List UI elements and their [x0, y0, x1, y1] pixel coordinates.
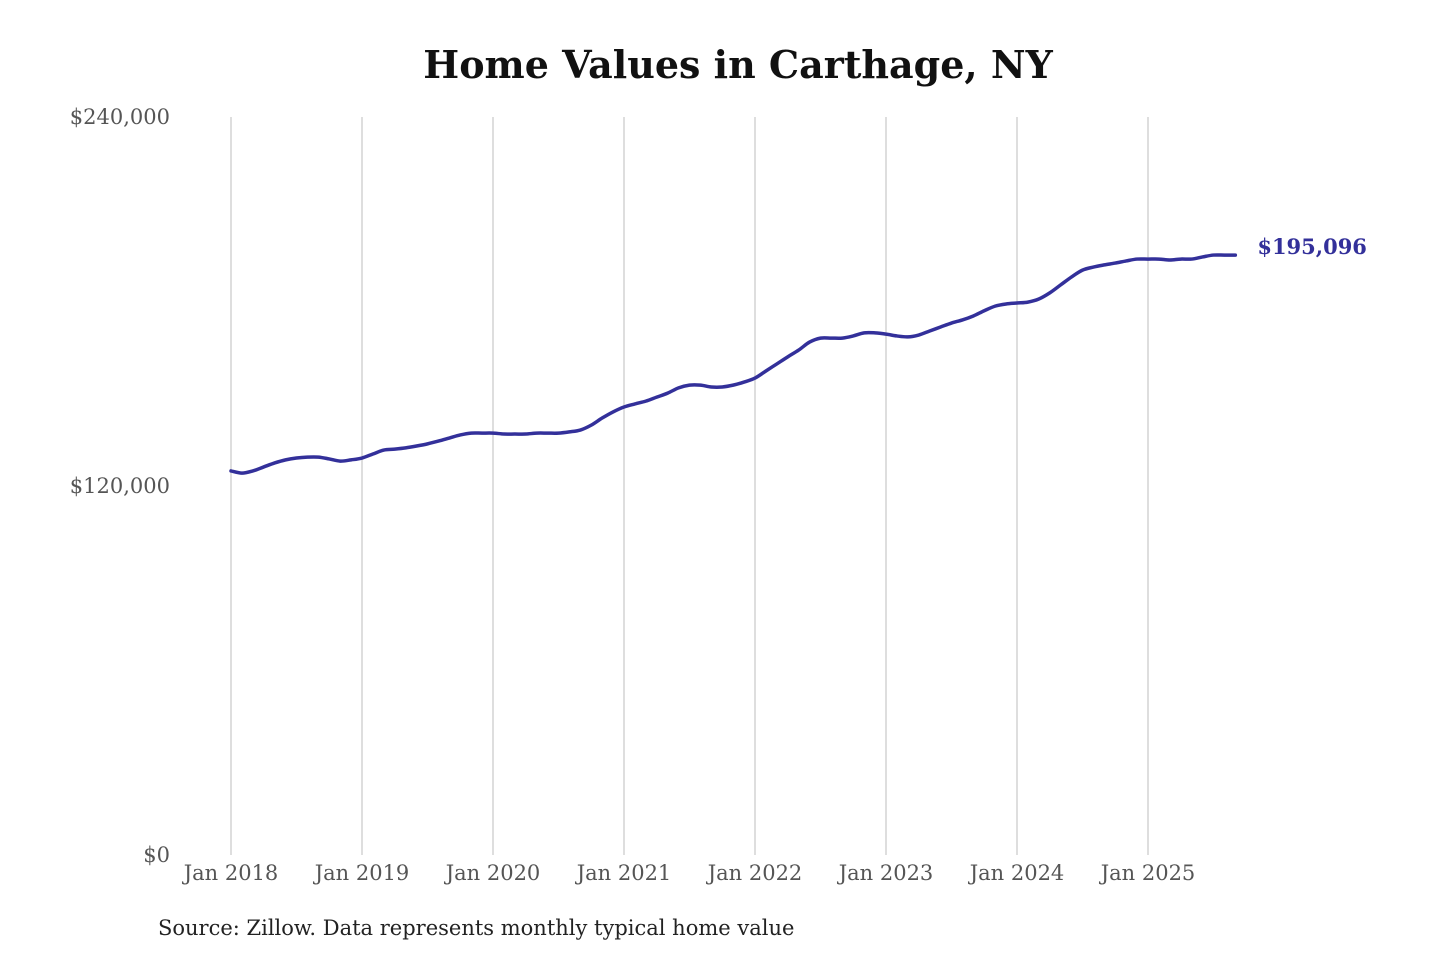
x-tick-label: Jan 2019 — [313, 861, 410, 885]
x-tick-label: Jan 2020 — [444, 861, 541, 885]
x-tick-label: Jan 2021 — [575, 861, 672, 885]
chart-title: Home Values in Carthage, NY — [423, 42, 1053, 87]
x-tick-label: Jan 2025 — [1099, 861, 1196, 885]
end-value-label: $195,096 — [1257, 234, 1367, 259]
y-tick-label: $240,000 — [70, 105, 170, 129]
y-tick-label: $0 — [143, 843, 170, 867]
series-line — [229, 253, 1238, 475]
x-tick-label: Jan 2024 — [968, 861, 1065, 885]
x-tick-label: Jan 2023 — [837, 861, 934, 885]
x-tick-label: Jan 2018 — [182, 861, 279, 885]
x-tick-label: Jan 2022 — [706, 861, 803, 885]
source-note: Source: Zillow. Data represents monthly … — [158, 916, 795, 940]
y-tick-label: $120,000 — [70, 474, 170, 498]
